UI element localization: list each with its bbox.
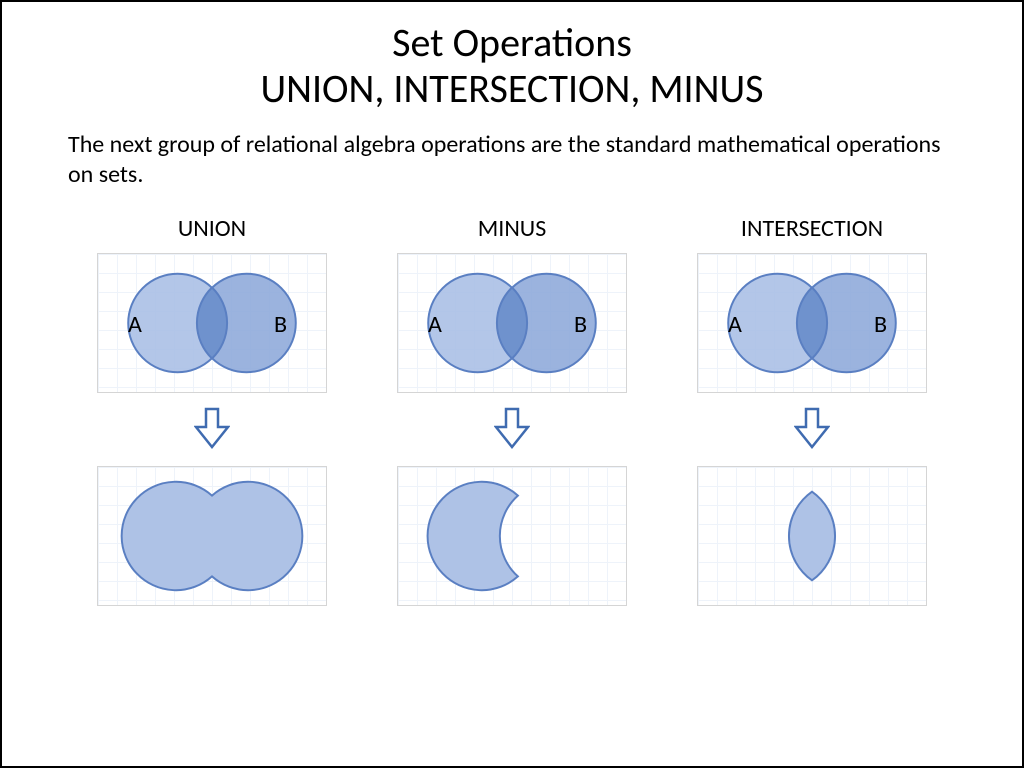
title-line-1: Set Operations (392, 18, 632, 67)
minus-label-b: B (574, 310, 587, 339)
minus-label-a: A (428, 310, 442, 339)
minus-label: MINUS (478, 214, 546, 243)
subtitle-text: The next group of relational algebra ope… (68, 130, 956, 190)
title-line-2: UNION, INTERSECTION, MINUS (260, 64, 763, 113)
union-label: UNION (178, 214, 246, 243)
down-arrow-icon (194, 407, 230, 454)
intersection-input-venn: A B (697, 253, 927, 393)
page-title: Set Operations UNION, INTERSECTION, MINU… (2, 20, 1022, 112)
down-arrow-icon (494, 407, 530, 454)
union-input-venn: A B (97, 253, 327, 393)
union-label-a: A (128, 310, 142, 339)
union-label-b: B (274, 310, 287, 339)
union-result (97, 466, 327, 606)
column-union: UNION A B (72, 214, 352, 606)
intersection-label: INTERSECTION (741, 214, 883, 243)
intersection-label-a: A (728, 310, 742, 339)
intersection-label-b: B (874, 310, 887, 339)
intersection-result (697, 466, 927, 606)
column-intersection: INTERSECTION A B (672, 214, 952, 606)
minus-input-venn: A B (397, 253, 627, 393)
down-arrow-icon (794, 407, 830, 454)
minus-result (397, 466, 627, 606)
column-minus: MINUS A B (372, 214, 652, 606)
diagram-columns: UNION A B MINUS (2, 214, 1022, 606)
